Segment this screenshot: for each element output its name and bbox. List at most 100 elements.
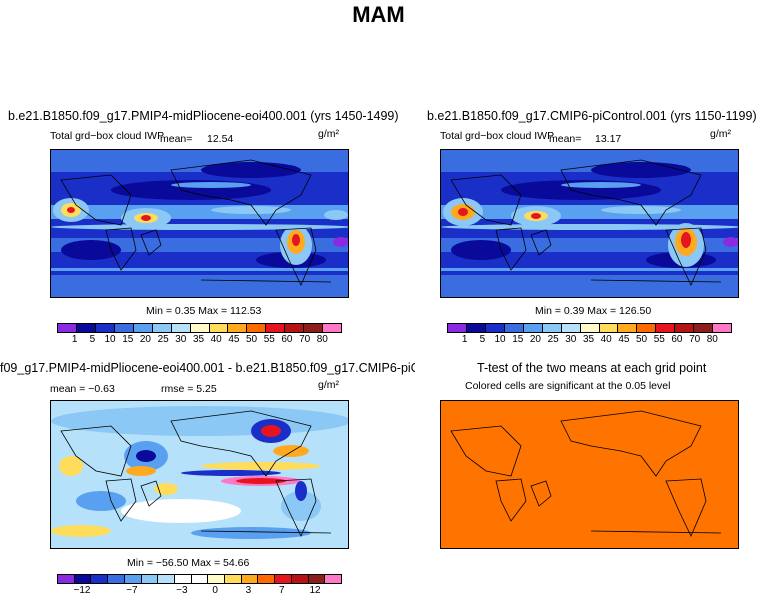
colorbar-swatch xyxy=(247,324,267,332)
colorbar-tick-label: 1 xyxy=(71,334,78,345)
panel3-rmse: rmse = 5.25 xyxy=(161,383,217,395)
colorbar-swatch xyxy=(58,324,77,332)
panel3-map xyxy=(50,400,349,549)
colorbar-tick-label: −3 xyxy=(176,585,188,596)
colorbar-swatch xyxy=(133,324,153,332)
colorbar-swatch xyxy=(637,324,657,332)
panel2-colorbar-ticks: 1 5 10 15 20 25 30 35 40 45 50 55 60 70 80 xyxy=(447,334,730,346)
colorbar-swatch xyxy=(291,575,309,583)
colorbar-swatch xyxy=(599,324,619,332)
colorbar-swatch xyxy=(275,575,292,583)
colorbar-tick-label: 50 xyxy=(636,334,648,345)
colorbar-swatch xyxy=(542,324,562,332)
colorbar-tick-label: 80 xyxy=(316,334,328,345)
colorbar-swatch xyxy=(141,575,159,583)
colorbar-swatch xyxy=(618,324,638,332)
colorbar-swatch xyxy=(190,324,210,332)
panel3-mean: mean = −0.63 xyxy=(50,383,115,395)
colorbar-swatch xyxy=(114,324,134,332)
colorbar-tick-label: 45 xyxy=(228,334,240,345)
colorbar-tick-label: 25 xyxy=(547,334,559,345)
colorbar-tick-label: 15 xyxy=(122,334,134,345)
colorbar-swatch xyxy=(95,324,115,332)
panel2-colorbar xyxy=(447,323,732,333)
colorbar-swatch xyxy=(580,324,600,332)
colorbar-swatch xyxy=(285,324,305,332)
panel2-variable-label: Total grd−box cloud IWP xyxy=(440,130,555,142)
colorbar-tick-label: 7 xyxy=(278,585,285,596)
colorbar-tick-label: 20 xyxy=(529,334,541,345)
colorbar-swatch xyxy=(485,324,505,332)
panel3-units: g/m² xyxy=(318,379,339,391)
panel2-mean-label: mean= xyxy=(549,133,582,145)
colorbar-tick-label: 15 xyxy=(512,334,524,345)
colorbar-swatch xyxy=(266,324,286,332)
colorbar-tick-label: 0 xyxy=(212,585,218,596)
colorbar-swatch xyxy=(656,324,676,332)
panel4-title: T-test of the two means at each grid poi… xyxy=(477,361,707,375)
panel1-units: g/m² xyxy=(318,128,339,140)
colorbar-tick-label: 55 xyxy=(653,334,665,345)
panel4-ttest-field xyxy=(441,401,738,548)
panel2-mean-value: 13.17 xyxy=(595,133,622,145)
colorbar-swatch xyxy=(58,575,75,583)
panel1-cloud-field xyxy=(51,150,348,297)
colorbar-tick-label: 25 xyxy=(157,334,169,345)
colorbar-tick-label: 30 xyxy=(175,334,187,345)
colorbar-swatch xyxy=(74,575,92,583)
colorbar-tick-label: 5 xyxy=(479,334,486,345)
colorbar-swatch xyxy=(448,324,467,332)
colorbar-tick-label: 12 xyxy=(309,585,321,596)
colorbar-tick-label: 50 xyxy=(246,334,258,345)
colorbar-swatch xyxy=(304,324,324,332)
colorbar-tick-label: −7 xyxy=(126,585,138,596)
panel4-subtitle: Colored cells are significant at the 0.0… xyxy=(465,380,671,392)
colorbar-tick-label: 30 xyxy=(565,334,577,345)
colorbar-tick-label: 70 xyxy=(299,334,311,345)
panel1-mean-value: 12.54 xyxy=(207,133,234,145)
colorbar-swatch xyxy=(171,324,191,332)
colorbar-swatch xyxy=(152,324,172,332)
colorbar-tick-label: 35 xyxy=(582,334,595,345)
colorbar-swatch xyxy=(174,575,192,583)
colorbar-swatch xyxy=(158,575,175,583)
colorbar-swatch xyxy=(561,324,581,332)
colorbar-swatch xyxy=(523,324,543,332)
panel1-colorbar xyxy=(57,323,342,333)
colorbar-swatch xyxy=(91,575,109,583)
panel1-variable-label: Total grd−box cloud IWP xyxy=(50,130,165,142)
panel2-title: b.e21.B1850.f09_g17.CMIP6-piControl.001 … xyxy=(427,109,757,123)
colorbar-tick-label: 60 xyxy=(281,334,293,345)
colorbar-tick-label: 10 xyxy=(494,334,506,345)
colorbar-tick-label: 45 xyxy=(618,334,630,345)
panel2-coastlines xyxy=(450,159,722,286)
panel1-mean-label: mean= xyxy=(160,133,193,145)
colorbar-swatch xyxy=(209,324,229,332)
panel1-minmax: Min = 0.35 Max = 112.53 xyxy=(146,305,262,317)
colorbar-tick-label: 40 xyxy=(210,334,222,345)
colorbar-tick-label: 35 xyxy=(192,334,205,345)
colorbar-tick-label: 80 xyxy=(706,334,718,345)
colorbar-swatch xyxy=(713,324,732,332)
panel3-difference-field xyxy=(51,401,348,548)
page-title: MAM xyxy=(352,2,405,27)
panel2-minmax: Min = 0.39 Max = 126.50 xyxy=(535,305,652,317)
colorbar-swatch xyxy=(308,575,326,583)
panel3-title: f09_g17.PMIP4-midPliocene-eoi400.001 - b… xyxy=(0,361,415,375)
colorbar-swatch xyxy=(323,324,342,332)
colorbar-swatch xyxy=(675,324,695,332)
colorbar-swatch xyxy=(225,575,242,583)
colorbar-swatch xyxy=(108,575,125,583)
colorbar-tick-label: 60 xyxy=(671,334,683,345)
colorbar-tick-label: 1 xyxy=(461,334,468,345)
panel2-map xyxy=(440,149,739,298)
colorbar-tick-label: 5 xyxy=(89,334,96,345)
colorbar-swatch xyxy=(124,575,142,583)
panel1-coastlines xyxy=(60,159,332,286)
colorbar-swatch xyxy=(208,575,226,583)
colorbar-swatch xyxy=(504,324,524,332)
panel4-map xyxy=(440,400,739,549)
colorbar-swatch xyxy=(325,575,341,583)
colorbar-swatch xyxy=(241,575,259,583)
panel2-cloud-field xyxy=(441,150,738,297)
